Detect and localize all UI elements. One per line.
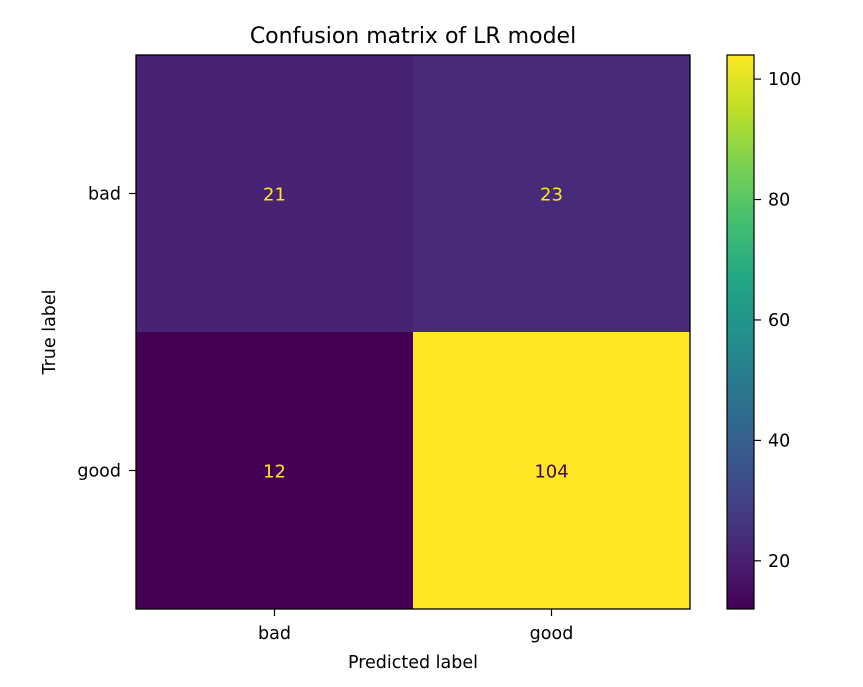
- cell-value-label: 12: [263, 462, 286, 483]
- colorbar-tick-label: 80: [768, 191, 790, 211]
- x-tick-label-good: good: [530, 624, 574, 644]
- colorbar-ticks: 20 40 60 80 100: [754, 70, 801, 572]
- chart-title: Confusion matrix of LR model: [250, 24, 576, 49]
- cell-value-label: 104: [534, 462, 568, 483]
- heatmap-cell-labels: 21 23 12 104: [263, 185, 569, 483]
- heatmap-cells: [136, 55, 690, 609]
- heatmap-cell-good-bad: [136, 332, 413, 609]
- colorbar-tick-label: 40: [768, 431, 790, 451]
- heatmap-cell-bad-bad: [136, 55, 413, 332]
- cell-value-label: 21: [263, 185, 286, 206]
- y-tick-label-bad: bad: [88, 185, 121, 205]
- y-axis-label: True label: [40, 289, 60, 375]
- x-axis-ticks: bad good: [258, 609, 573, 644]
- colorbar-tick-label: 100: [768, 70, 801, 90]
- x-axis-label: Predicted label: [348, 653, 478, 673]
- plot-frame: [135, 54, 691, 610]
- heatmap-cell-bad-good: [413, 55, 690, 332]
- colorbar-tick-label: 20: [768, 552, 790, 572]
- heatmap-cell-good-good: [413, 332, 690, 609]
- x-tick-label-bad: bad: [258, 624, 291, 644]
- colorbar-tick-label: 60: [768, 311, 790, 331]
- colorbar: [726, 54, 755, 610]
- y-axis-ticks: bad good: [77, 185, 136, 482]
- cell-value-label: 23: [540, 185, 563, 206]
- y-tick-label-good: good: [77, 462, 121, 482]
